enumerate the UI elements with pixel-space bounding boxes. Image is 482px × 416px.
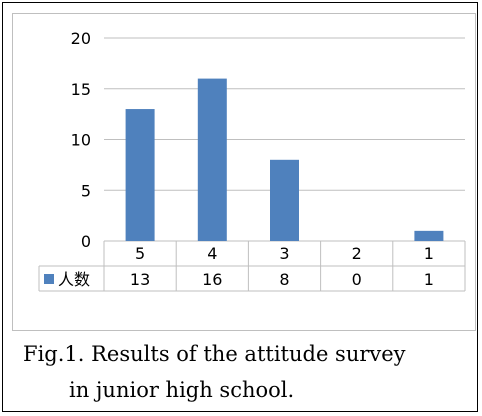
x-tick-label: 2 [352,244,362,263]
bar [414,230,444,241]
bar [125,109,155,241]
x-tick-label: 5 [135,244,145,263]
y-tick-label: 5 [81,181,91,200]
y-tick-label: 0 [81,232,91,251]
figure-frame: 0 5 10 15 20 5 4 3 2 1 人数 13 16 8 0 1 Fig.1. Results of… [2,2,478,412]
x-tick-label: 4 [207,244,217,263]
data-table-value: 8 [279,270,289,289]
legend-swatch [44,274,54,284]
bar-chart: 0 5 10 15 20 5 4 3 2 1 人数 13 16 8 0 1 [38,29,466,292]
data-table-value: 16 [202,270,222,289]
chart-area: 0 5 10 15 20 5 4 3 2 1 人数 13 16 8 0 1 [12,13,476,331]
y-tick-label: 10 [71,131,91,150]
legend-label: 人数 [58,270,90,289]
data-table-value: 13 [130,270,150,289]
figure-caption-line-1: Fig.1. Results of the attitude survey [23,342,406,366]
data-table-value: 1 [424,270,434,289]
figure-caption-line-2: in junior high school. [69,378,295,402]
y-tick-label: 15 [71,80,91,99]
bar [197,78,227,241]
x-tick-label: 1 [424,244,434,263]
y-tick-label: 20 [71,29,91,48]
x-tick-label: 3 [279,244,289,263]
bar [270,159,299,241]
data-table-value: 0 [352,270,362,289]
